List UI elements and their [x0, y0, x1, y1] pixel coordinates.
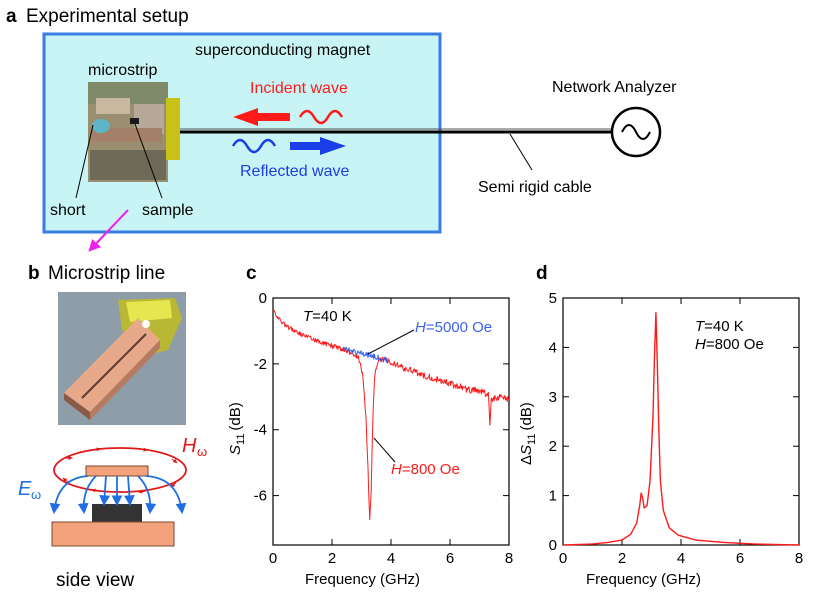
chart-c-ytick-label: -6	[254, 488, 267, 505]
reflected-wave-icon	[231, 138, 277, 154]
cable-label: Semi rigid cable	[478, 179, 592, 196]
chart-d-annotation-temperature: T=40 K	[695, 318, 744, 335]
h-field-loop	[53, 447, 187, 493]
panel-b-letter: b	[28, 263, 40, 284]
top-conductor	[85, 465, 149, 477]
incident-wave-icon	[298, 109, 344, 125]
chart-c-series-line-1	[272, 309, 510, 521]
chart-c-leader-5000oe	[367, 329, 415, 355]
panel-b-title: Microstrip line	[48, 263, 165, 284]
magenta-pointer-arrow	[88, 209, 129, 252]
sample-label: sample	[142, 202, 194, 219]
panel-a-letter: a	[6, 6, 17, 27]
chart-c-annotation-temperature: T=40 K	[303, 308, 352, 325]
e-omega-subscript: ω	[31, 487, 41, 502]
chart-c-xtick-label: 4	[387, 550, 395, 567]
chart-d-xlabel: Frequency (GHz)	[586, 571, 701, 588]
chart-d-ytick-label: 4	[549, 339, 557, 356]
chart-d-series-line-1	[562, 312, 800, 546]
chart-d-ticks: 0 2 4 6 8 0 1 2 3 4 5	[549, 290, 804, 567]
chart-c-xtick-label: 8	[505, 550, 513, 567]
chart-d-ylabel: ΔS11(dB)	[518, 402, 538, 465]
ground-plane	[51, 521, 175, 547]
chart-c-ytick-label: -4	[254, 422, 267, 439]
network-analyzer-label: Network Analyzer	[552, 79, 677, 96]
chart-c-ylabel: S11(dB)	[227, 402, 247, 455]
magnet-label: superconducting magnet	[195, 42, 371, 59]
sine-source-icon	[621, 124, 651, 140]
e-omega-label: E	[18, 478, 32, 500]
panel-d-letter: d	[536, 263, 548, 284]
chart-d-xtick-label: 8	[795, 550, 803, 567]
chart-d-ytick-label: 5	[549, 290, 557, 307]
incident-arrow-icon	[233, 108, 290, 126]
substrate	[92, 504, 142, 522]
chart-c-series	[272, 309, 510, 521]
e-field-lines	[49, 475, 187, 515]
chart-c-xtick-label: 2	[328, 550, 336, 567]
chart-d-series	[562, 312, 800, 546]
chart-c-ytick-label: 0	[259, 290, 267, 307]
chart-d-ytick-label: 2	[549, 438, 557, 455]
chart-c-legend-5000oe: H=5000 Oe	[415, 319, 492, 336]
chart-d-xtick-label: 2	[618, 550, 626, 567]
microstrip-photo	[88, 82, 180, 182]
chart-c-ticks: 0 2 4 6 8 0 -2 -4 -6	[254, 290, 514, 567]
chart-d-xtick-label: 0	[559, 550, 567, 567]
chart-c-ytick-label: -2	[254, 356, 267, 373]
chart-d-xtick-label: 4	[677, 550, 685, 567]
chart-c-legend-800oe: H=800 Oe	[391, 461, 460, 478]
h-omega-label: H	[182, 435, 197, 457]
chart-c-xtick-label: 6	[446, 550, 454, 567]
chart-d-ytick-label: 3	[549, 389, 557, 406]
chart-d-ytick-label: 1	[549, 488, 557, 505]
panel-a: a Experimental setup superconducting mag…	[6, 6, 677, 252]
panel-c-letter: c	[246, 263, 257, 284]
microstrip-3d-render	[58, 292, 186, 425]
panel-a-title: Experimental setup	[26, 6, 189, 27]
chart-c-leader-800oe	[373, 437, 396, 463]
chart-c-xtick-label: 0	[269, 550, 277, 567]
reflected-wave-label: Reflected wave	[240, 163, 349, 180]
side-view-diagram: H ω E ω side view	[18, 435, 207, 591]
chart-d: d 0 2 4 6 8 0 1 2 3 4 5 T=40 K H=800 Oe Frequency …	[518, 263, 803, 588]
reflected-arrow-icon	[290, 137, 346, 155]
chart-d-xtick-label: 6	[736, 550, 744, 567]
panel-b: b Microstrip line H ω E	[18, 263, 207, 591]
chart-c-xlabel: Frequency (GHz)	[305, 571, 420, 588]
h-omega-subscript: ω	[197, 444, 207, 459]
short-label: short	[50, 202, 86, 219]
incident-wave-label: Incident wave	[250, 80, 348, 97]
side-view-label: side view	[56, 570, 134, 591]
chart-c-series-line-2	[343, 346, 389, 363]
microstrip-label: microstrip	[88, 62, 157, 79]
chart-d-ytick-label: 0	[549, 537, 557, 554]
chart-c: c 0 2 4 6 8 0 -2 -4 -6 T=40 K H=5000 Oe H=800 Oe…	[227, 263, 513, 588]
chart-d-annotation-field: H=800 Oe	[695, 336, 764, 353]
